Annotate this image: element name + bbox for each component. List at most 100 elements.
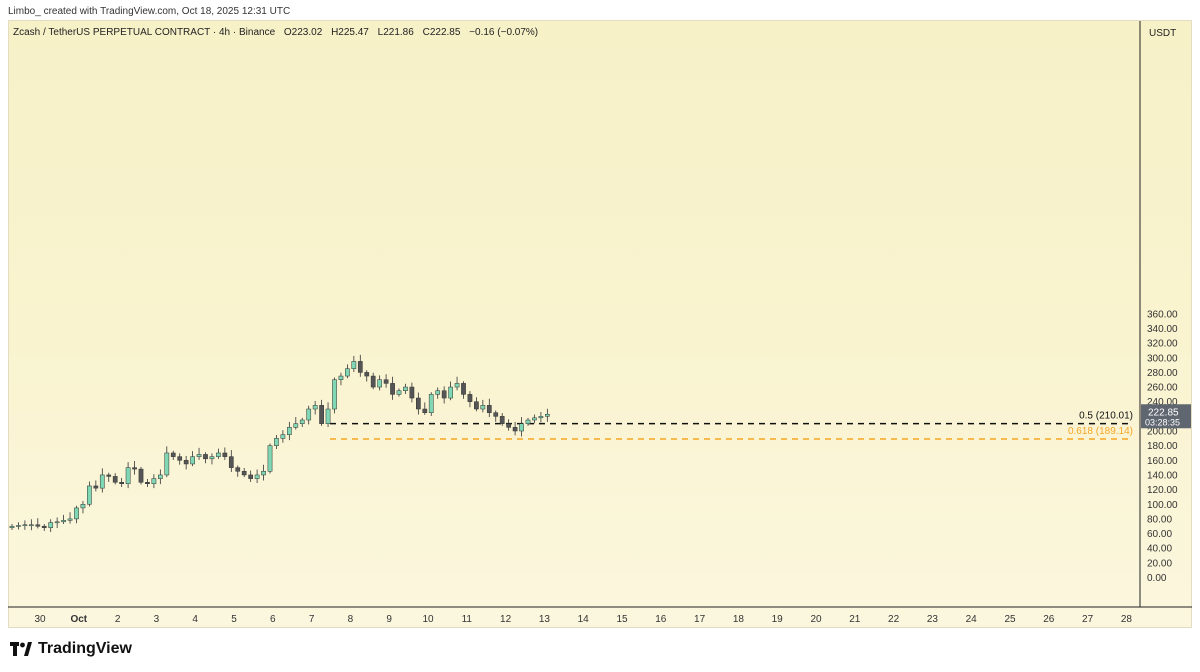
y-tick-label: 40.00 xyxy=(1147,544,1172,555)
candle-body xyxy=(183,460,189,465)
candle-body xyxy=(177,456,183,461)
fib-level-label: 0.5 (210.01) xyxy=(1079,411,1133,422)
close-value: C222.85 xyxy=(422,27,461,38)
candle-body xyxy=(454,383,460,388)
candle-body xyxy=(293,423,299,428)
candle-body xyxy=(164,452,170,476)
candle-body xyxy=(480,405,486,410)
candle-body xyxy=(222,452,228,457)
chart-area[interactable] xyxy=(8,20,1192,628)
candle-body xyxy=(403,386,408,391)
chart-legend: Zcash / TetherUS PERPETUAL CONTRACT · 4h… xyxy=(13,27,544,38)
candle-body xyxy=(338,375,344,380)
candle-body xyxy=(409,386,415,399)
candle-body xyxy=(474,401,479,410)
x-tick-label: 19 xyxy=(772,614,784,625)
candle-body xyxy=(241,471,247,476)
candle-body xyxy=(287,427,292,435)
y-tick-label: 200.00 xyxy=(1147,427,1178,438)
candle-body xyxy=(319,405,324,424)
candle-body xyxy=(345,368,350,377)
x-tick-label: 22 xyxy=(888,614,900,625)
candle-body xyxy=(390,383,395,395)
currency-label: USDT xyxy=(1149,28,1176,39)
candle-body xyxy=(261,471,266,476)
y-tick-label: 140.00 xyxy=(1147,470,1178,481)
candle-body xyxy=(396,390,402,395)
y-tick-label: 20.00 xyxy=(1147,558,1172,569)
last-price-label: 222.85 xyxy=(1148,407,1179,418)
candle-body xyxy=(325,408,331,424)
x-tick-label: 30 xyxy=(34,614,46,625)
candle-body xyxy=(493,412,499,417)
x-tick-label: 10 xyxy=(422,614,434,625)
x-tick-label: 27 xyxy=(1082,614,1094,625)
candle-body xyxy=(532,417,537,421)
candle-body xyxy=(145,482,150,484)
change-value: −0.16 (−0.07%) xyxy=(469,27,539,38)
x-tick-label: 20 xyxy=(810,614,822,625)
candle-body xyxy=(248,474,254,479)
x-tick-label: 7 xyxy=(309,614,315,625)
candle-body xyxy=(499,416,505,424)
y-tick-label: 240.00 xyxy=(1147,397,1178,408)
candle-body xyxy=(274,438,279,446)
y-tick-label: 80.00 xyxy=(1147,514,1172,525)
candle-body xyxy=(170,452,176,457)
candle-body xyxy=(422,408,428,413)
candle-body xyxy=(16,525,21,527)
candle-body xyxy=(267,445,273,472)
candle-body xyxy=(80,504,86,509)
candle-body xyxy=(158,474,163,479)
x-tick-label: 9 xyxy=(386,614,392,625)
brand-name: TradingView xyxy=(38,640,132,657)
chart-attribution: Limbo_ created with TradingView.com, Oct… xyxy=(8,6,291,17)
x-tick-label: 6 xyxy=(270,614,276,625)
y-tick-label: 260.00 xyxy=(1147,383,1178,394)
tradingview-logo-icon xyxy=(10,642,32,656)
high-value: H225.47 xyxy=(331,27,369,38)
x-tick-label: 14 xyxy=(578,614,590,625)
candle-body xyxy=(151,478,157,484)
candle-body xyxy=(364,372,370,377)
x-tick-label: 28 xyxy=(1121,614,1133,625)
x-tick-label: 16 xyxy=(655,614,667,625)
x-tick-label: 24 xyxy=(966,614,978,625)
candle-body xyxy=(486,405,492,413)
candle-body xyxy=(235,467,241,472)
y-tick-label: 320.00 xyxy=(1147,339,1178,350)
y-tick-label: 0.00 xyxy=(1147,573,1167,584)
candle-body xyxy=(467,394,473,402)
candle-body xyxy=(48,522,54,528)
x-tick-label: 15 xyxy=(616,614,628,625)
candle-body xyxy=(29,524,34,527)
candle-body xyxy=(106,474,112,477)
x-tick-label: 23 xyxy=(927,614,939,625)
candle-body xyxy=(254,474,260,479)
candle-body xyxy=(203,454,208,460)
y-tick-label: 100.00 xyxy=(1147,500,1178,511)
x-tick-label: 26 xyxy=(1043,614,1055,625)
candle-body xyxy=(519,423,524,432)
open-value: O223.02 xyxy=(283,27,323,38)
y-tick-label: 300.00 xyxy=(1147,353,1178,364)
candle-body xyxy=(428,394,434,413)
candle-body xyxy=(383,379,389,384)
x-tick-label: 3 xyxy=(154,614,160,625)
candle-body xyxy=(299,419,305,424)
x-tick-label: 4 xyxy=(192,614,198,625)
candle-body xyxy=(441,390,447,399)
tradingview-logo: TradingView xyxy=(10,640,132,658)
x-tick-label: 25 xyxy=(1004,614,1016,625)
countdown-label: 03:28:35 xyxy=(1145,417,1180,427)
candle-body xyxy=(209,456,215,460)
candle-body xyxy=(87,485,92,505)
candle-body xyxy=(93,485,99,489)
y-tick-label: 160.00 xyxy=(1147,456,1178,467)
x-tick-label: Oct xyxy=(70,614,87,625)
y-tick-label: 280.00 xyxy=(1147,368,1178,379)
candle-body xyxy=(99,474,105,489)
candle-body xyxy=(416,397,421,410)
symbol-label: Zcash / TetherUS PERPETUAL CONTRACT · 4h… xyxy=(13,27,276,38)
